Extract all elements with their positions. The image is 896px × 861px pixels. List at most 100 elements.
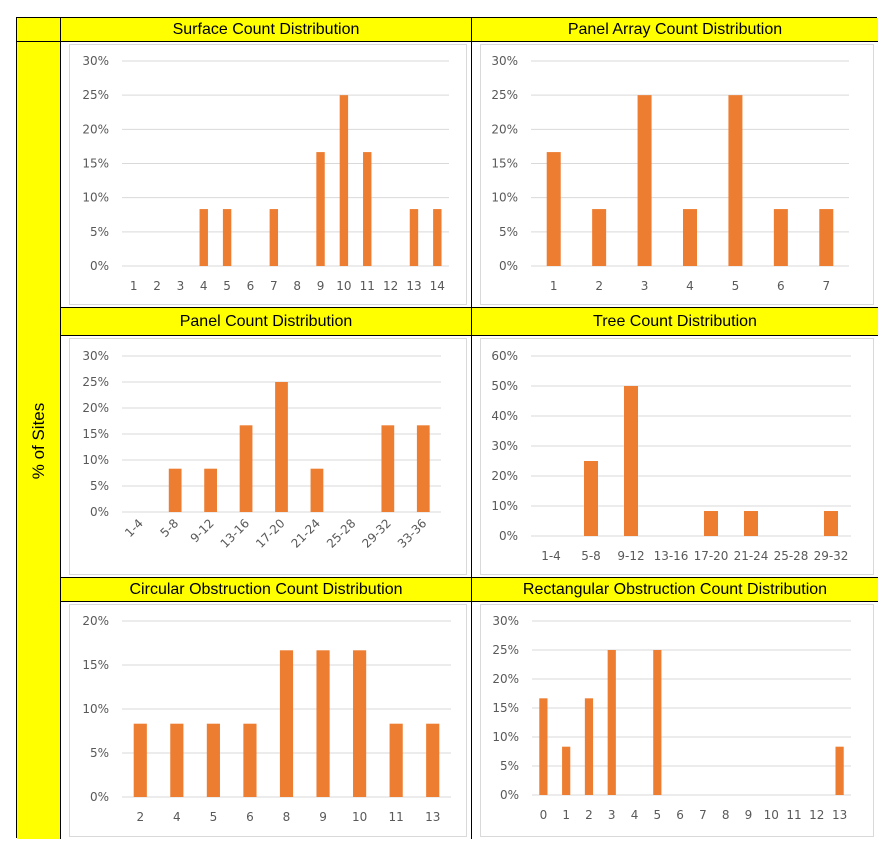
bar bbox=[199, 209, 208, 266]
x-tick-label: 3 bbox=[641, 279, 649, 293]
y-tick-label: 10% bbox=[82, 453, 109, 467]
y-tick-label: 0% bbox=[90, 790, 109, 804]
y-tick-label: 25% bbox=[491, 88, 518, 102]
bar bbox=[426, 723, 440, 797]
bar bbox=[835, 746, 844, 795]
x-tick-label: 29-32 bbox=[359, 516, 394, 551]
y-axis-label: % of Sites bbox=[28, 402, 48, 479]
x-tick-label: 9 bbox=[319, 810, 327, 824]
y-tick-label: 60% bbox=[491, 349, 518, 363]
bar bbox=[133, 723, 147, 797]
x-tick-label: 8 bbox=[293, 279, 301, 293]
x-tick-label: 13-16 bbox=[218, 516, 253, 551]
x-tick-label: 6 bbox=[676, 808, 684, 822]
bar bbox=[584, 698, 594, 795]
x-tick-label: 5-8 bbox=[158, 516, 182, 540]
y-tick-label: 5% bbox=[90, 746, 109, 760]
bar bbox=[433, 209, 442, 266]
x-tick-label: 6 bbox=[777, 279, 785, 293]
y-tick-label: 20% bbox=[491, 122, 518, 136]
chart-title: Tree Count Distribution bbox=[472, 308, 878, 336]
x-tick-label: 1-4 bbox=[541, 549, 561, 563]
x-tick-label: 6 bbox=[246, 810, 254, 824]
chart-panel-count: 0% 5% 10% 15% 20% 25% 30% 1-4 5-8 9-12 13-16 17-20 2… bbox=[61, 336, 472, 578]
x-tick-label: 17-20 bbox=[253, 516, 288, 551]
y-tick-label: 10% bbox=[492, 730, 519, 744]
x-tick-label: 13 bbox=[406, 279, 421, 293]
y-axis-label-cell: % of Sites bbox=[17, 42, 61, 839]
x-tick-label: 21-24 bbox=[289, 516, 324, 551]
y-tick-label: 0% bbox=[499, 259, 518, 273]
bar bbox=[222, 209, 232, 266]
x-tick-label: 10 bbox=[336, 279, 351, 293]
y-tick-label: 5% bbox=[90, 225, 109, 239]
bar bbox=[353, 650, 367, 797]
x-tick-label: 1 bbox=[130, 279, 138, 293]
y-tick-label: 15% bbox=[491, 157, 518, 171]
y-tick-label: 0% bbox=[90, 505, 109, 519]
x-tick-label: 5 bbox=[732, 279, 740, 293]
x-tick-label: 2 bbox=[136, 810, 144, 824]
y-tick-label: 5% bbox=[90, 479, 109, 493]
x-tick-label: 2 bbox=[153, 279, 161, 293]
x-tick-label: 5 bbox=[210, 810, 218, 824]
y-tick-label: 10% bbox=[82, 191, 109, 205]
x-tick-label: 0 bbox=[540, 808, 548, 822]
chart-title: Rectangular Obstruction Count Distributi… bbox=[472, 578, 878, 602]
y-tick-label: 20% bbox=[82, 122, 109, 136]
y-tick-label: 30% bbox=[492, 614, 519, 628]
y-tick-label: 20% bbox=[82, 614, 109, 628]
bar bbox=[624, 386, 638, 536]
x-tick-label: 2 bbox=[595, 279, 603, 293]
y-tick-label: 25% bbox=[82, 88, 109, 102]
y-tick-label: 40% bbox=[491, 409, 518, 423]
y-tick-label: 30% bbox=[82, 349, 109, 363]
y-tick-label: 5% bbox=[499, 225, 518, 239]
x-tick-label: 21-24 bbox=[734, 549, 769, 563]
x-tick-label: 10 bbox=[352, 810, 367, 824]
bar bbox=[728, 95, 743, 266]
x-tick-label: 3 bbox=[177, 279, 185, 293]
bar bbox=[704, 511, 718, 536]
bar bbox=[168, 468, 182, 512]
y-tick-label: 20% bbox=[82, 401, 109, 415]
bar bbox=[381, 425, 395, 512]
y-tick-label: 20% bbox=[491, 469, 518, 483]
bar bbox=[637, 95, 652, 266]
chart-panel-array-count: 0% 5% 10% 15% 20% 25% 30% 1 2 3 4 5 6 7 bbox=[472, 42, 878, 308]
x-tick-label: 4 bbox=[686, 279, 694, 293]
x-tick-label: 25-28 bbox=[774, 549, 809, 563]
bar bbox=[607, 650, 616, 795]
bar bbox=[409, 209, 419, 266]
bar bbox=[363, 152, 372, 266]
x-tick-label: 1 bbox=[550, 279, 558, 293]
chart-grid: Surface Count Distribution Panel Array C… bbox=[16, 17, 878, 839]
chart-rectangular-obstruction-count: 0% 5% 10% 15% 20% 25% 30% 0 1 2 3 4 5 6 7 8 9 10 11 12 13 bbox=[472, 602, 878, 839]
x-tick-label: 33-36 bbox=[395, 516, 430, 551]
x-tick-label: 1-4 bbox=[122, 516, 146, 540]
bar bbox=[546, 152, 561, 266]
bar bbox=[819, 209, 834, 266]
y-tick-label: 30% bbox=[491, 439, 518, 453]
bar bbox=[389, 723, 403, 797]
x-tick-label: 11 bbox=[786, 808, 801, 822]
x-tick-label: 7 bbox=[270, 279, 278, 293]
x-tick-label: 9-12 bbox=[188, 516, 217, 545]
bar bbox=[653, 650, 662, 795]
bar bbox=[824, 511, 838, 536]
y-tick-label: 0% bbox=[90, 259, 109, 273]
chart-tree-count: 0% 10% 20% 30% 40% 50% 60% 1-4 5-8 9-12 13-16 17-20… bbox=[472, 336, 878, 578]
x-tick-label: 12 bbox=[383, 279, 398, 293]
bar bbox=[279, 650, 294, 797]
y-tick-label: 10% bbox=[491, 499, 518, 513]
x-tick-label: 11 bbox=[360, 279, 375, 293]
y-tick-label: 30% bbox=[82, 54, 109, 68]
y-tick-label: 15% bbox=[82, 157, 109, 171]
bar bbox=[239, 425, 253, 512]
bar bbox=[243, 723, 257, 797]
x-tick-label: 2 bbox=[585, 808, 593, 822]
x-tick-label: 14 bbox=[430, 279, 445, 293]
x-tick-label: 5 bbox=[223, 279, 231, 293]
y-tick-label: 15% bbox=[492, 701, 519, 715]
x-tick-label: 5 bbox=[654, 808, 662, 822]
